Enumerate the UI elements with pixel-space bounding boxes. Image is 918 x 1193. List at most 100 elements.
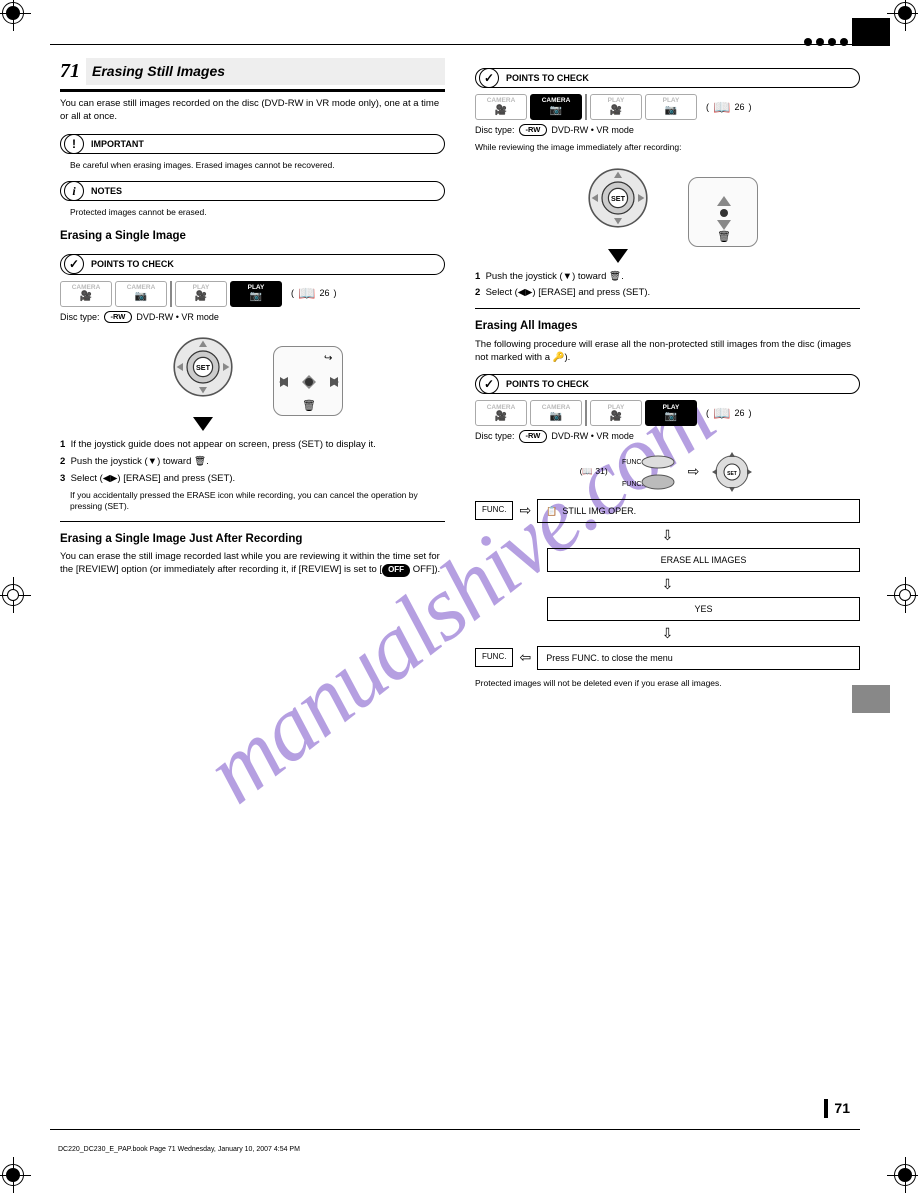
book-icon: (📖 31) [580, 466, 608, 477]
arrow-down-icon: ⇩ [475, 526, 860, 545]
tab-marker-black [852, 18, 890, 46]
footer: DC220_DC230_E_PAP.book Page 71 Wednesday… [58, 1145, 860, 1154]
page-title: Erasing Still Images [86, 58, 445, 85]
check-icon: ✓ [64, 254, 84, 274]
mode-play-photo: PLAY📷 [230, 281, 282, 307]
top-rule [50, 44, 860, 45]
flow-box-1: 📋 STILL IMG OPER. [537, 499, 860, 523]
info-icon: i [64, 181, 84, 201]
arrow-left-icon: ⇦ [519, 648, 531, 667]
section-b-p1: 2 Select (◀▶) [ERASE] and press (SET). [475, 287, 860, 300]
important-icon: ! [64, 134, 84, 154]
mode-camera-movie: CAMERA🎥 [60, 281, 112, 307]
disc-line-c: Disc type: -RW DVD-RW • VR mode [475, 430, 860, 442]
check-box-c: ✓ POINTS TO CHECK [475, 374, 860, 394]
off-badge: OFF [382, 564, 410, 577]
joystick-icon: SET [163, 331, 243, 411]
svg-text:SET: SET [728, 471, 738, 477]
page-ref-b: (📖 26) [706, 98, 751, 117]
mode-bar-c: CAMERA🎥 CAMERA📷 PLAY🎥 PLAY📷 (📖 26) [475, 400, 860, 426]
check-box-b: ✓ POINTS TO CHECK [475, 68, 860, 88]
joystick-figure-b: SET 🗑 [475, 162, 860, 263]
section-a-title: Erasing a Single Image [60, 229, 445, 245]
svg-text:🗑: 🗑 [717, 230, 731, 243]
mode-camera-photo: CAMERA📷 [115, 281, 167, 307]
title-rule [60, 89, 445, 92]
joystick-icon: SET [578, 162, 658, 242]
svg-text:FUNC.: FUNC. [622, 481, 643, 488]
disc-line-a: Disc type: -RW DVD-RW • VR mode [60, 311, 445, 323]
section-b-title: Erasing a Single Image Just After Record… [60, 532, 445, 548]
joystick-guide-icon: 🗑 [688, 177, 758, 247]
mode-camera-movie: CAMERA🎥 [475, 94, 527, 120]
svg-text:SET: SET [196, 363, 211, 372]
section-a-p3: If you accidentally pressed the ERASE ic… [60, 490, 445, 513]
rewind-badge: -RW [104, 311, 133, 323]
section-c-lead-a: Protected images will not be deleted eve… [475, 678, 860, 689]
arrow-right-icon: ⇨ [688, 462, 700, 481]
arrow-right-icon: ⇨ [519, 501, 531, 520]
joystick-figure-a: SET ↪ 🗑 [60, 331, 445, 432]
check-box-a: ✓ POINTS TO CHECK [60, 254, 445, 274]
flow-box-4: Press FUNC. to close the menu [537, 646, 860, 670]
mode-camera-photo: CAMERA📷 [530, 400, 582, 426]
section-b-review: While reviewing the image immediately af… [475, 142, 860, 153]
section-c-title: Erasing All Images [475, 319, 860, 335]
book-icon: 📖 [298, 284, 315, 303]
flow-box-2: ERASE ALL IMAGES [547, 548, 860, 572]
svg-text:FUNC.: FUNC. [622, 459, 643, 466]
flow-end: FUNC. ⇦ Press FUNC. to close the menu [475, 646, 860, 670]
section-dots [804, 38, 848, 46]
check-label-c: POINTS TO CHECK [506, 379, 589, 389]
joystick-small-icon: SET [709, 449, 755, 495]
section-a-p2: 3 Select (◀▶) [ERASE] and press (SET). [60, 473, 445, 486]
mode-camera-movie: CAMERA🎥 [475, 400, 527, 426]
mode-bar-b: CAMERA🎥 CAMERA📷 PLAY🎥 PLAY📷 (📖 26) [475, 94, 860, 120]
mode-play-photo: PLAY📷 [645, 400, 697, 426]
svg-text:↪: ↪ [324, 353, 332, 364]
mode-play-movie: PLAY🎥 [175, 281, 227, 307]
func-button-icon: FUNC. FUNC. [618, 452, 678, 492]
intro-text: You can erase still images recorded on t… [60, 98, 445, 124]
section-b-p0: 1 Push the joystick (▼) toward 🗑. [475, 271, 860, 284]
section-number: 71 [60, 58, 80, 85]
important-text: Be careful when erasing images. Erased i… [60, 160, 445, 171]
section-a-p1: 2 Push the joystick (▼) toward 🗑. [60, 456, 445, 469]
check-label-b: POINTS TO CHECK [506, 73, 589, 83]
book-icon: 📖 [713, 98, 730, 117]
rewind-badge: -RW [519, 430, 548, 442]
notes-box: i NOTES [60, 181, 445, 201]
check-label-a: POINTS TO CHECK [91, 259, 174, 269]
page-ref-a: (📖 26) [291, 284, 336, 303]
svg-text:🗑: 🗑 [302, 399, 316, 412]
flow-start: FUNC. ⇨ 📋 STILL IMG OPER. [475, 499, 860, 523]
page-number: 71 [824, 1099, 850, 1118]
check-icon: ✓ [479, 68, 499, 88]
disc-line-b: Disc type: -RW DVD-RW • VR mode [475, 124, 860, 136]
section-c-lead-b: The following procedure will erase all t… [475, 339, 860, 365]
mode-play-movie: PLAY🎥 [590, 94, 642, 120]
section-a-p0: 1 If the joystick guide does not appear … [60, 439, 445, 452]
joystick-guide-icon: ↪ 🗑 [273, 346, 343, 416]
page-ref-c: (📖 26) [706, 404, 751, 423]
important-box: ! IMPORTANT [60, 134, 445, 154]
mode-play-movie: PLAY🎥 [590, 400, 642, 426]
flow-box-3: YES [547, 597, 860, 621]
mode-camera-photo: CAMERA📷 [530, 94, 582, 120]
notes-label: NOTES [91, 186, 122, 196]
arrow-down-icon: ⇩ [475, 575, 860, 594]
mode-bar-a: CAMERA🎥 CAMERA📷 PLAY🎥 PLAY📷 (📖 26) [60, 281, 445, 307]
notes-text: Protected images cannot be erased. [60, 207, 445, 218]
arrow-down-icon: ⇩ [475, 624, 860, 643]
rewind-badge: -RW [519, 124, 548, 136]
menu-icon: 📋 [546, 506, 557, 516]
footer-left: DC220_DC230_E_PAP.book Page 71 Wednesday… [58, 1145, 300, 1154]
check-icon: ✓ [479, 374, 499, 394]
svg-text:SET: SET [611, 194, 626, 203]
book-icon: 📖 [713, 404, 730, 423]
mode-play-photo: PLAY📷 [645, 94, 697, 120]
important-label: IMPORTANT [91, 139, 144, 149]
func-label: FUNC. [475, 648, 513, 667]
func-flow-header: (📖 31) FUNC. FUNC. ⇨ SET [475, 449, 860, 495]
section-b-lead: You can erase the still image recorded l… [60, 551, 445, 577]
